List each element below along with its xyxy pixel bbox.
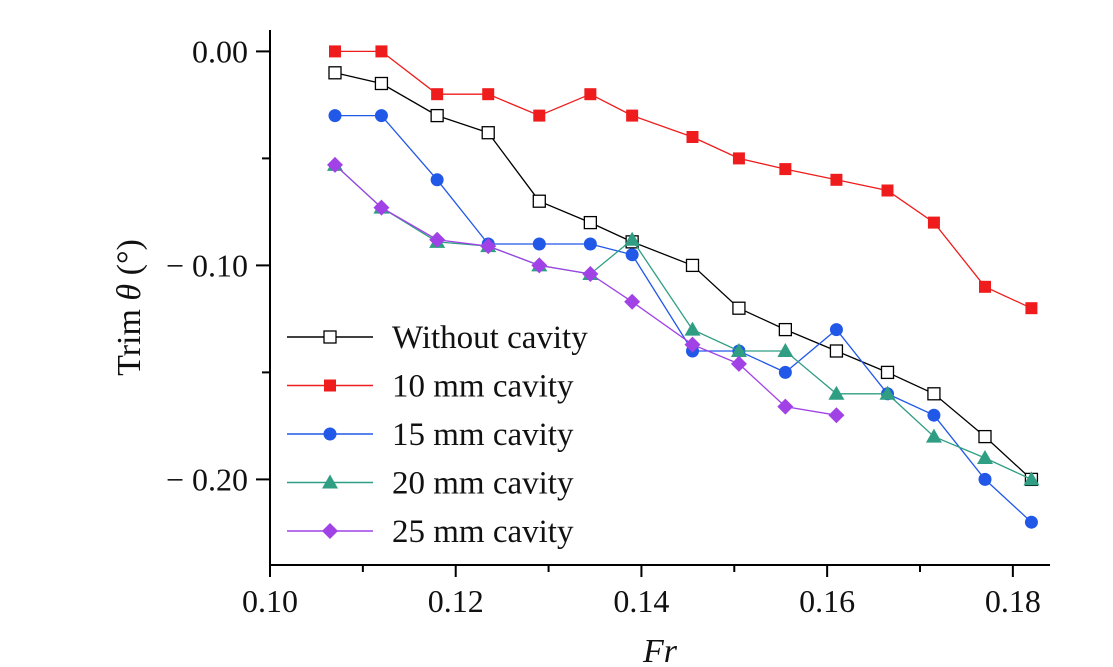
data-point [374,109,388,123]
data-point [328,109,342,123]
data-point [778,322,793,337]
data-point [685,258,700,273]
data-point [430,173,444,187]
data-point [978,429,992,444]
x-tick-label: 0.16 [799,583,855,619]
data-point [732,301,746,315]
data-point [626,109,639,122]
legend-marker [323,330,337,344]
data-point [730,343,747,357]
x-tick-label: 0.10 [242,583,298,619]
data-point [927,387,941,401]
legend-label: 25 mm cavity [392,514,574,550]
x-tick-label: 0.12 [428,583,484,619]
data-point [977,450,993,464]
data-point [430,108,444,123]
data-point [429,231,446,248]
data-point [373,199,390,216]
data-point [533,109,546,122]
data-point [482,88,495,101]
legend-marker [322,474,338,489]
legend-marker [322,523,338,539]
data-point [978,472,992,486]
legend-entry: 25 mm cavity [287,514,574,550]
data-point [828,385,845,400]
data-point [327,156,343,173]
x-axis-title: Fr [642,633,678,667]
data-point [925,428,942,443]
data-point [375,45,388,58]
data-point [431,88,444,101]
data-point [879,385,896,400]
data-point [481,126,495,140]
data-point [829,323,843,337]
data-point [828,407,845,424]
legend-label: 20 mm cavity [392,466,574,502]
data-point [927,408,941,422]
series-2 [329,45,1038,315]
data-point [584,88,597,101]
data-point [1023,471,1040,486]
data-point [625,248,639,262]
data-point [328,66,342,80]
legend-entry: 15 mm cavity [287,417,574,453]
legend-label: Without cavity [392,320,588,356]
data-point [532,237,546,251]
data-point [684,321,701,336]
data-point [830,173,843,186]
y-tick-label: − 0.20 [166,461,248,497]
data-point [829,344,844,358]
data-point [1025,302,1038,315]
data-point [624,231,641,246]
data-point [686,131,699,143]
data-point [927,216,940,229]
y-axis-title-suffix: (°) [111,239,148,284]
data-point [777,343,794,357]
legend-entry: Without cavity [287,320,588,356]
data-point [583,215,598,230]
x-tick-label: 0.18 [985,583,1041,619]
data-point [583,237,597,251]
data-point [778,365,792,379]
legend-marker [323,427,337,441]
x-tick-label: 0.14 [613,583,669,619]
y-tick-label: − 0.10 [166,247,248,283]
data-point [329,45,341,58]
data-point [979,280,991,293]
y-axis-title-prefix: Trim [111,301,148,376]
y-tick-label: 0.00 [192,33,248,69]
legend-marker [324,379,336,392]
y-axis-title-symbol: θ [111,284,148,301]
legend-entry: 20 mm cavity [287,466,574,502]
data-point [732,152,745,165]
legend-entry: 10 mm cavity [287,369,574,405]
data-point [531,257,548,274]
y-axis-title: Trim θ (°) [111,239,148,376]
data-point [730,355,747,372]
data-point [684,336,701,353]
data-point [1024,515,1038,529]
data-point [624,293,641,310]
data-point [777,398,794,415]
data-point [480,238,497,255]
series-layer [327,45,1040,529]
legend-label: 15 mm cavity [392,417,574,453]
data-point [880,365,895,380]
data-point [881,184,894,197]
axes: 0.10 0.12 0.14 0.16 0.18 0.00 − 0.10 − 0.20 [166,30,1050,619]
legend: Without cavity 10 mm cavity 15 mm cavity 20… [287,320,588,550]
data-point [374,76,389,91]
legend-label: 10 mm cavity [392,369,574,405]
data-point [532,194,546,208]
data-point [582,265,599,282]
data-point [779,163,792,176]
series-5 [327,156,845,424]
